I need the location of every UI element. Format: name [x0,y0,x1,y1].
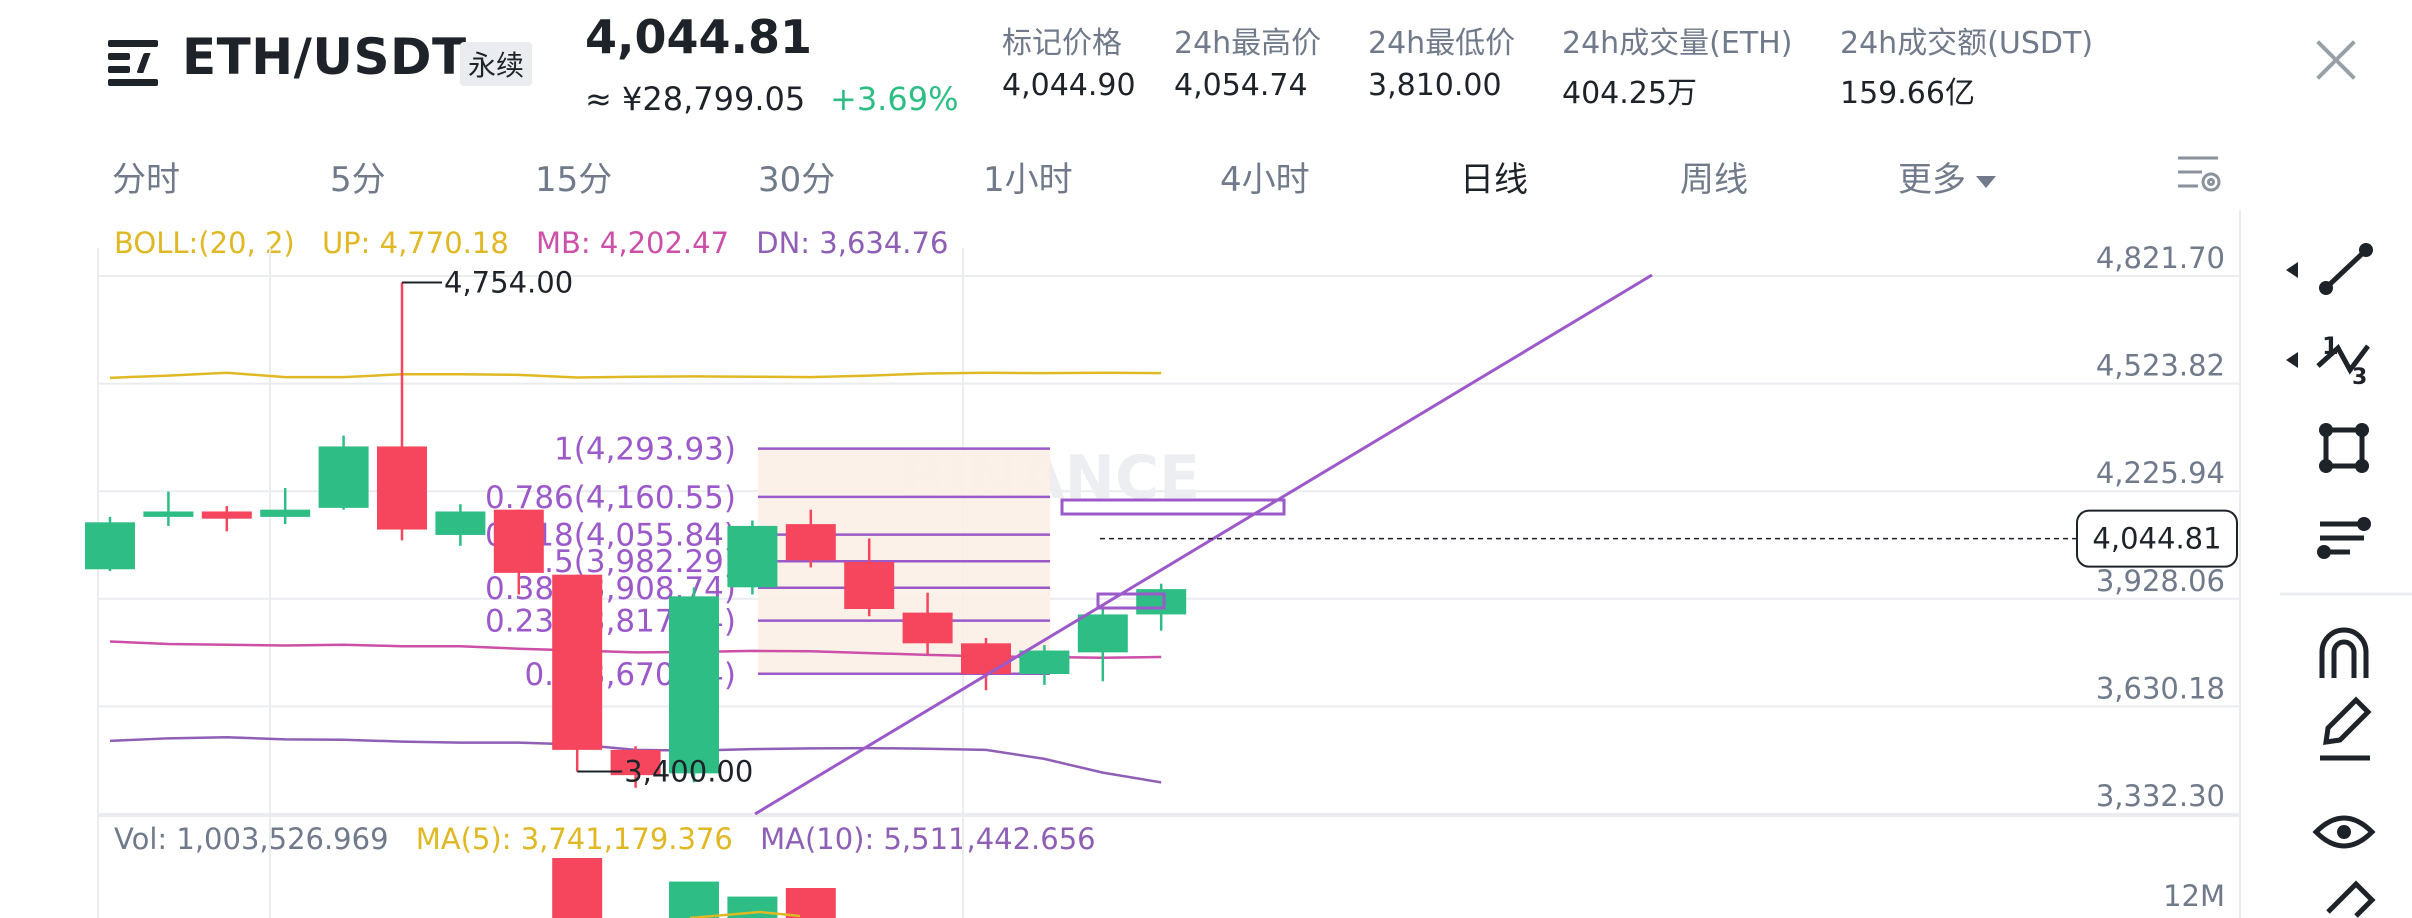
tab-15m[interactable]: 15分 [535,160,613,200]
trend-line-drawing [754,273,1653,816]
candle-up [143,511,194,517]
chevron-down-icon [1976,175,1996,188]
cny-price: ≈ ¥28,799.05 [585,80,806,118]
volume-bar [552,858,603,918]
shape-tool-icon[interactable] [2319,423,2369,473]
svg-text:3: 3 [2352,365,2367,390]
candle-up [727,525,778,588]
turnover-usdt-label: 24h成交额(USDT) [1840,26,2094,61]
mark-price-label: 标记价格 [1002,26,1122,61]
candle-up [318,446,369,508]
volume-legend: Vol: 1,003,526.969 MA(5): 3,741,179.376 … [114,822,1096,856]
y-axis-tick-label: 3,630.18 [2096,671,2225,705]
candle-up [260,509,311,517]
tab-weekly[interactable]: 周线 [1680,160,1748,200]
candle-down [377,446,427,530]
candle-down [961,643,1011,675]
candle-down [902,612,953,644]
tab-5m[interactable]: 5分 [330,160,386,200]
change-percent: +3.69% [830,80,959,118]
candle-up [1077,614,1128,653]
current-price-box [2076,509,2238,568]
boll-upper-band [109,371,1162,380]
ma5-value: MA(5): 3,741,179.376 [415,822,733,856]
volume-eth-label: 24h成交量(ETH) [1562,26,1793,61]
candle-up [1019,650,1070,675]
rectangle-drawing [1060,498,1286,516]
boll-up-value: UP: 4,770.18 [321,226,509,260]
volume-axis-tick: 12M [2163,879,2225,913]
candle-down [785,524,836,561]
y-axis-tick-label: 4,821.70 [2096,241,2225,275]
brush-tool-icon[interactable] [2320,696,2372,761]
current-price-label: 4,044.81 [2092,522,2221,556]
tab-more-label: 更多 [1898,160,1966,200]
chart-settings-icon[interactable] [2176,152,2222,196]
high-24h-label: 24h最高价 [1174,26,1322,61]
boll-label: BOLL:(20, 2) [114,226,295,260]
low-24h-value: 3,810.00 [1368,68,1502,103]
tab-30m[interactable]: 30分 [758,160,836,200]
candle-down [201,511,252,519]
tab-1h[interactable]: 1小时 [983,160,1073,200]
volume-ma5-line [689,910,801,918]
drawing-toolbar [2276,210,2412,918]
high-marker-label: 4,754.00 [444,265,573,299]
trend-line-tool-icon[interactable] [2286,243,2373,295]
tab-time[interactable]: 分时 [112,160,180,200]
volume-bar [669,881,719,918]
fibonacci-tool-icon[interactable]: 1 3 [2286,332,2370,390]
rectangle-drawing [1096,592,1166,610]
y-axis-tick-label: 4,225.94 [2096,456,2225,490]
fibonacci-level-label: 1(4,293.93) [554,432,736,468]
drawing-toolbar-icons: 1 3 [2280,243,2412,918]
eraser-tool-icon[interactable] [2326,880,2376,918]
boll-legend: BOLL:(20, 2) UP: 4,770.18 MB: 4,202.47 D… [114,226,948,260]
boll-dn-value: DN: 3,634.76 [756,226,949,260]
parallel-channel-tool-icon[interactable] [2317,517,2371,559]
eye-icon[interactable] [2312,815,2376,849]
low-marker-label: 3,400.00 [624,755,753,789]
menu-icon[interactable] [108,40,159,86]
candle-down [552,574,603,750]
last-price: 4,044.81 [585,10,812,64]
symbol-title[interactable]: ETH/USDT [182,28,467,86]
tab-more[interactable]: 更多 [1898,152,1996,201]
volume-eth-value: 404.25万 [1562,76,1697,111]
magnet-tool-icon[interactable] [2319,627,2369,678]
y-axis-tick-label: 3,928.06 [2096,564,2225,598]
candle-up [85,522,135,570]
ma10-value: MA(10): 5,511,442.656 [760,822,1096,856]
candle-up [435,511,486,535]
boll-mb-value: MB: 4,202.47 [536,226,730,260]
high-24h-value: 4,054.74 [1174,68,1308,103]
mark-price-value: 4,044.90 [1002,68,1136,103]
candle-down [493,509,544,573]
volume-label: Vol: 1,003,526.969 [114,822,389,856]
tab-4h[interactable]: 4小时 [1220,160,1310,200]
candle-down [844,562,895,609]
y-axis-tick-label: 3,332.30 [2096,779,2225,813]
low-24h-label: 24h最低价 [1368,26,1516,61]
turnover-usdt-value: 159.66亿 [1840,76,1975,111]
perpetual-badge: 永续 [460,42,533,86]
candle-up [669,596,719,774]
fibonacci-level-label: 0.5(3,982.29) [524,544,736,580]
tab-daily[interactable]: 日线 [1460,160,1528,200]
volume-bar [785,888,836,918]
y-axis-tick-label: 4,523.82 [2096,349,2225,383]
